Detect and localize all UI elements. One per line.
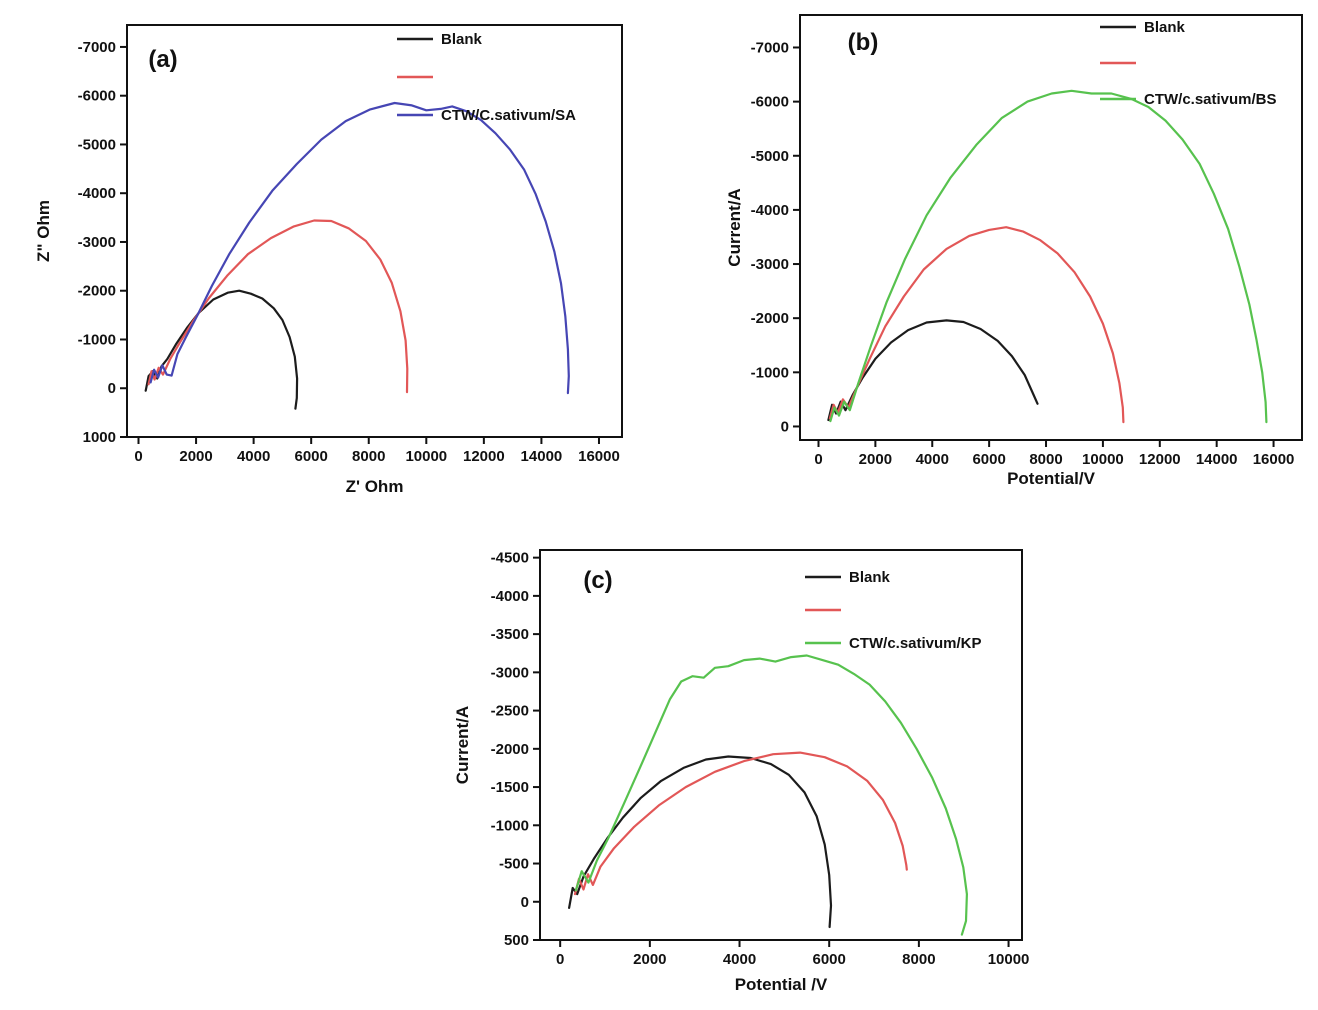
y-tick-label: -6000 — [751, 94, 789, 111]
x-tick-label: 6000 — [972, 451, 1005, 468]
y-axis-label: Current/A — [453, 706, 472, 784]
y-tick-label: 0 — [781, 418, 789, 435]
y-tick-label: -1000 — [491, 817, 529, 834]
x-tick-label: 14000 — [521, 448, 563, 465]
y-tick-label: -2000 — [78, 283, 116, 300]
series-ctw-c-sativum-sa — [149, 101, 570, 395]
panel-c: 0 2000 4000 6000 8000 10000 -4500 -4000 -3500 -30… — [420, 542, 1040, 1010]
x-tick-label: 8000 — [1029, 451, 1062, 468]
y-tick-label: -3000 — [751, 256, 789, 273]
y-tick-label: -1000 — [751, 364, 789, 381]
y-tick-label: -3000 — [78, 234, 116, 251]
y-tick-label: -4500 — [491, 550, 529, 567]
panel-letter-c: (c) — [583, 567, 612, 594]
legend-label-ctw-c-sativum-kp: CTW/c.sativum/KP — [849, 635, 982, 652]
axes-frame — [539, 549, 1023, 941]
series-blank — [568, 755, 833, 929]
y-tick-label: -1500 — [491, 779, 529, 796]
chart-svg-a: 0 2000 4000 6000 8000 10000 12000 14000 16000-70… — [34, 24, 623, 496]
x-axis-label: Potential /V — [735, 975, 828, 994]
y-tick-label: -500 — [499, 856, 529, 873]
x-tick-label: 6000 — [813, 951, 846, 968]
y-tick-label: -6000 — [78, 88, 116, 105]
x-tick-label: 8000 — [902, 951, 935, 968]
x-tick-label: 8000 — [352, 448, 385, 465]
legend-label-blank: Blank — [1144, 19, 1186, 36]
panel-b: 0 2000 4000 6000 8000 10000 12000 14000 16000 -70… — [700, 0, 1315, 530]
y-tick-label: 500 — [504, 932, 529, 949]
chart-svg-b: 0 2000 4000 6000 8000 10000 12000 14000 16000 -70… — [725, 14, 1303, 488]
y-tick-label: 0 — [108, 380, 116, 397]
legend-label-ctw-c-sativum-bs: CTW/c.sativum/BS — [1144, 91, 1277, 108]
series-ctw-c-sativum-kp — [574, 654, 969, 936]
x-tick-label: 2000 — [859, 451, 892, 468]
y-tick-label: -2000 — [491, 741, 529, 758]
panel-letter-a: (a) — [148, 46, 177, 73]
x-tick-label: 0 — [814, 451, 822, 468]
x-tick-label: 4000 — [237, 448, 270, 465]
legend-label-ctw-c-sativum-sa: CTW/C.sativum/SA — [441, 107, 576, 124]
x-axis-label: Potential/V — [1007, 469, 1096, 488]
x-tick-label: 4000 — [916, 451, 949, 468]
chart-svg-c: 0 2000 4000 6000 8000 10000 -4500 -4000 -3500 -30… — [453, 549, 1030, 994]
x-tick-label: 14000 — [1196, 451, 1238, 468]
x-tick-label: 0 — [556, 951, 564, 968]
y-tick-label: 1000 — [83, 429, 116, 446]
series-red — [147, 219, 409, 394]
x-tick-label: 12000 — [1139, 451, 1181, 468]
panel-letter-b: (b) — [848, 29, 879, 56]
y-tick-label: -4000 — [751, 202, 789, 219]
y-tick-label: -3000 — [491, 664, 529, 681]
x-tick-label: 16000 — [578, 448, 620, 465]
x-tick-label: 2000 — [633, 951, 666, 968]
x-tick-label: 10000 — [988, 951, 1030, 968]
y-tick-label: -2500 — [491, 703, 529, 720]
series-ctw-c-sativum-bs — [829, 89, 1268, 424]
y-tick-label: -5000 — [751, 148, 789, 165]
series-blank — [144, 289, 299, 410]
y-tick-label: -4000 — [491, 588, 529, 605]
y-tick-label: -3500 — [491, 626, 529, 643]
x-tick-label: 10000 — [1082, 451, 1124, 468]
series-red — [828, 226, 1125, 424]
y-tick-label: -4000 — [78, 185, 116, 202]
x-tick-label: 16000 — [1253, 451, 1295, 468]
y-tick-label: -1000 — [78, 331, 116, 348]
x-tick-label: 6000 — [294, 448, 327, 465]
x-tick-label: 0 — [134, 448, 142, 465]
series-red — [573, 751, 908, 896]
legend-label-blank: Blank — [441, 31, 483, 48]
y-tick-label: -5000 — [78, 136, 116, 153]
axes-frame — [126, 24, 623, 438]
y-tick-label: 0 — [521, 894, 529, 911]
legend-label-blank: Blank — [849, 569, 891, 586]
y-tick-label: -2000 — [751, 310, 789, 327]
axes-frame — [799, 14, 1303, 441]
y-tick-label: -7000 — [751, 39, 789, 56]
y-tick-label: -7000 — [78, 39, 116, 56]
x-tick-label: 10000 — [405, 448, 447, 465]
x-axis-label: Z' Ohm — [346, 477, 404, 496]
panel-a: 0 2000 4000 6000 8000 10000 12000 14000 16000 -70… — [34, 5, 650, 535]
series-blank — [827, 319, 1039, 422]
y-axis-label: Z" Ohm — [35, 200, 53, 262]
x-tick-label: 2000 — [179, 448, 212, 465]
x-tick-label: 4000 — [723, 951, 756, 968]
y-axis-label: Current/A — [725, 188, 744, 266]
x-tick-label: 12000 — [463, 448, 505, 465]
